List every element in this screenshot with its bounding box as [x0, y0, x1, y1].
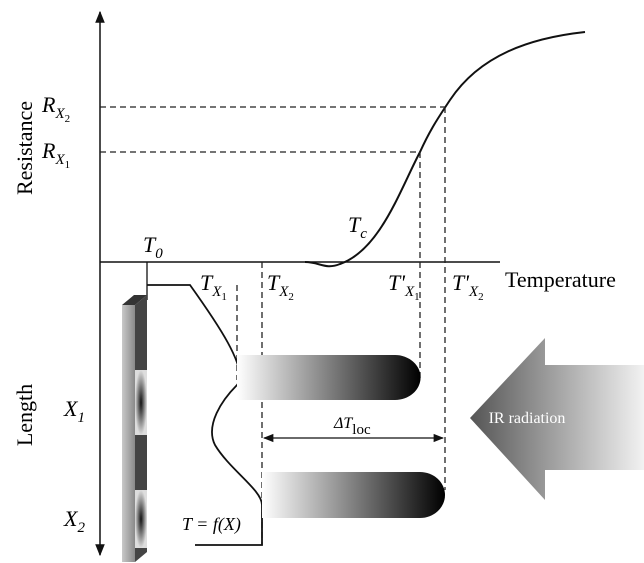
axis-label: Resistance	[12, 101, 37, 195]
diagram: Resistance Length Temperature IR radiati…	[0, 0, 644, 563]
heated-region	[262, 472, 445, 518]
label-part: ΔT	[333, 415, 353, 432]
hot-spot	[135, 370, 147, 435]
symbol-label: T'X1	[388, 270, 420, 303]
label-part: 0	[155, 246, 163, 262]
symbol-label: TX2	[267, 270, 294, 303]
label-part: 1	[65, 159, 71, 171]
label-part: 1	[221, 291, 227, 303]
symbol-label: X2	[63, 506, 85, 536]
label-part: 2	[288, 291, 294, 303]
label-part: loc	[352, 422, 371, 438]
label-part: T'	[388, 270, 405, 295]
label-part: 2	[478, 291, 484, 303]
temperature-profile	[147, 285, 262, 545]
symbol-label: T'X2	[452, 270, 484, 303]
symbol-label: T0	[143, 232, 163, 262]
symbol-label: X1	[63, 396, 85, 426]
symbol-label: ΔTloc	[333, 415, 371, 438]
function-label: T = f(X)	[182, 514, 241, 535]
label-part: 2	[65, 113, 71, 125]
heated-region	[237, 355, 421, 400]
axis-label: Length	[12, 384, 37, 446]
label-part: R	[41, 92, 56, 117]
label-part: T'	[452, 270, 469, 295]
symbol-label: RX2	[41, 92, 70, 125]
label-part: R	[41, 138, 56, 163]
hot-spot	[135, 490, 147, 548]
label-part: c	[360, 226, 367, 242]
symbol-label: RX1	[41, 138, 70, 171]
ir-label: IR radiation	[489, 410, 566, 427]
symbol-label: TX1	[200, 270, 227, 303]
label-part: 1	[77, 410, 85, 426]
axis-label: Temperature	[505, 267, 616, 292]
symbol-label: Tc	[348, 212, 367, 242]
label-part: 2	[77, 520, 85, 536]
label-part: 1	[414, 291, 420, 303]
bar-front	[122, 305, 135, 562]
